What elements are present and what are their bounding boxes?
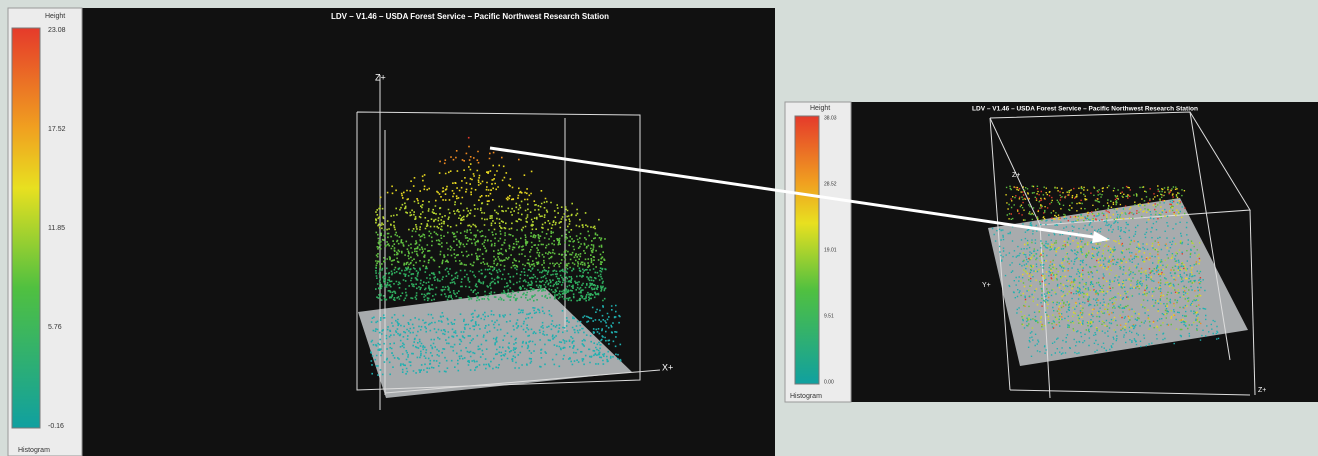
legend-label: 5.76 — [48, 324, 62, 331]
left-colorbar — [12, 28, 40, 428]
legend-title: Height — [45, 13, 65, 20]
axis-label: Z+ — [1258, 387, 1266, 394]
point-cloud — [468, 137, 470, 139]
legend-label: 9.51 — [824, 313, 834, 319]
page: Height 23.08 17.52 11.85 5.76 -0.16 Histogra… — [0, 0, 1318, 456]
legend-label: 28.52 — [824, 181, 837, 187]
axis-label: Z+ — [375, 72, 386, 82]
legend-label: -0.16 — [48, 423, 64, 430]
legend-label: 19.01 — [824, 247, 837, 253]
window-title: LDV – V1.46 – USDA Forest Service – Paci… — [972, 106, 1198, 113]
legend-label: 11.85 — [48, 225, 65, 232]
legend-label: 38.03 — [824, 115, 837, 121]
legend-title: Height — [810, 105, 830, 112]
window-title: LDV – V1.46 – USDA Forest Service – Paci… — [331, 12, 609, 21]
footer: Histogram — [18, 447, 50, 454]
legend-label: 23.08 — [48, 27, 66, 34]
axis-label: Z+ — [1012, 172, 1020, 179]
legend-label: 17.52 — [48, 126, 66, 133]
footer: Histogram — [790, 393, 822, 400]
screenshot: Height 23.08 17.52 11.85 5.76 -0.16 Histogra… — [0, 0, 1318, 456]
right-colorbar — [795, 116, 819, 384]
legend-label: 0.00 — [824, 379, 834, 385]
axis-label: Y+ — [982, 282, 991, 289]
axis-label: X+ — [662, 362, 673, 372]
